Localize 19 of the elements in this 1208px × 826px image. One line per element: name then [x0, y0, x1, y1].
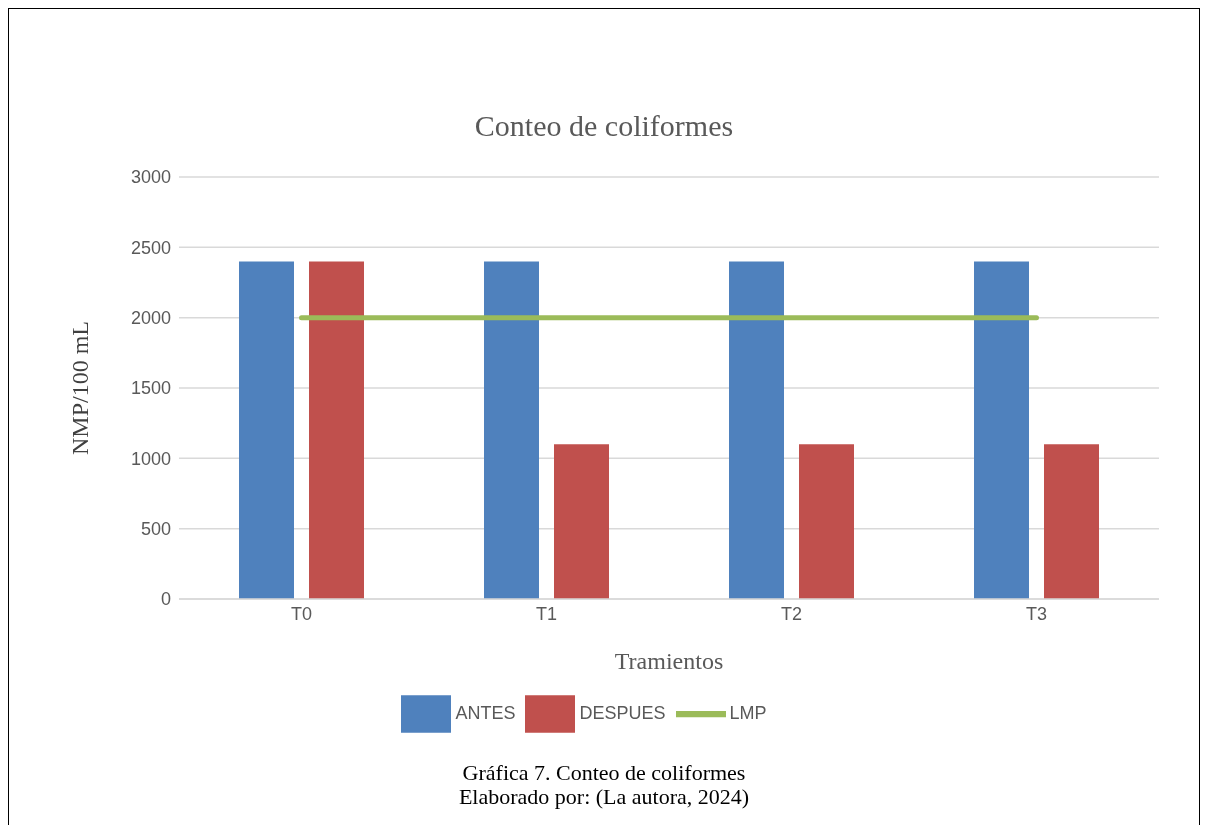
y-tick-label: 1500 — [130, 378, 171, 399]
text: Elaborado por: (La autora, 2024) — [457, 784, 751, 809]
legend-label: DESPUES — [579, 702, 666, 723]
legend-label: LMP — [729, 702, 767, 723]
x-tick-label: T3 — [1025, 603, 1048, 624]
y-tick-label: 2000 — [130, 308, 171, 329]
text: Gráfica 7. Conteo de coliformes — [461, 760, 747, 785]
chart-title: Conteo de coliformes — [473, 109, 735, 143]
y-axis-title: NMP/100 mL — [66, 320, 93, 456]
x-tick-label: T0 — [290, 603, 313, 624]
y-tick-label: 3000 — [130, 167, 171, 188]
x-tick-label: T1 — [535, 603, 558, 624]
y-tick-label: 2500 — [130, 237, 171, 258]
x-axis-title: Tramientos — [614, 648, 724, 674]
legend-label: ANTES — [455, 702, 516, 723]
y-tick-label: 500 — [140, 519, 171, 540]
x-tick-label: T2 — [780, 603, 803, 624]
y-tick-label: 0 — [160, 589, 171, 610]
y-tick-label: 1000 — [130, 448, 171, 469]
